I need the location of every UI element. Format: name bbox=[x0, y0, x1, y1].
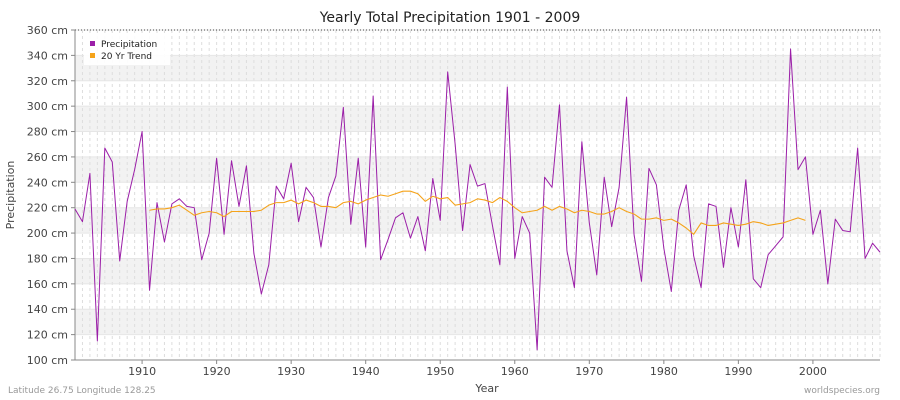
series-lines bbox=[74, 48, 881, 351]
y-axis-label: Precipitation bbox=[4, 161, 17, 230]
y-tick-label: 160 cm bbox=[27, 278, 68, 291]
y-tick-label: 240 cm bbox=[27, 176, 68, 189]
legend-box bbox=[84, 35, 170, 65]
y-tick-label: 120 cm bbox=[27, 329, 68, 342]
x-tick-label: 1970 bbox=[575, 365, 603, 378]
legend: Precipitation 20 Yr Trend bbox=[84, 35, 170, 65]
x-tick-label: 1960 bbox=[501, 365, 529, 378]
legend-swatch-trend bbox=[90, 53, 95, 58]
x-tick-label: 1940 bbox=[352, 365, 380, 378]
y-tick-label: 260 cm bbox=[27, 151, 68, 164]
x-tick-label: 1980 bbox=[650, 365, 678, 378]
y-tick-label: 200 cm bbox=[27, 227, 68, 240]
precipitation-series-line bbox=[74, 48, 881, 351]
x-tick-label: 1950 bbox=[426, 365, 454, 378]
y-tick-label: 220 cm bbox=[27, 202, 68, 215]
y-tick-label: 320 cm bbox=[27, 75, 68, 88]
chart-title: Yearly Total Precipitation 1901 - 2009 bbox=[319, 10, 581, 26]
footer-source: worldspecies.org bbox=[804, 386, 880, 396]
x-tick-label: 2000 bbox=[799, 365, 827, 378]
legend-label-precipitation: Precipitation bbox=[101, 40, 157, 50]
y-tick-label: 180 cm bbox=[27, 252, 68, 265]
legend-label-trend: 20 Yr Trend bbox=[101, 52, 152, 62]
x-tick-label: 1930 bbox=[277, 365, 305, 378]
y-tick-label: 340 cm bbox=[27, 49, 68, 62]
x-axis-label: Year bbox=[474, 382, 499, 395]
footer-coordinates: Latitude 26.75 Longitude 128.25 bbox=[8, 386, 156, 396]
trend-series-line bbox=[149, 190, 806, 235]
y-tick-label: 100 cm bbox=[27, 354, 68, 367]
x-tick-label: 1990 bbox=[724, 365, 752, 378]
legend-swatch-precipitation bbox=[90, 41, 95, 46]
y-axis-ticks: 100 cm 120 cm 140 cm 160 cm 180 cm 200 cm 220 … bbox=[27, 24, 75, 367]
x-tick-label: 1910 bbox=[128, 365, 156, 378]
y-tick-label: 140 cm bbox=[27, 303, 68, 316]
y-tick-label: 360 cm bbox=[27, 24, 68, 37]
y-tick-label: 280 cm bbox=[27, 126, 68, 139]
y-tick-label: 300 cm bbox=[27, 100, 68, 113]
grid-lines bbox=[75, 29, 881, 361]
x-axis-ticks: 1910 1920 1930 1940 1950 1960 1970 1980 1990 2000 bbox=[128, 360, 827, 378]
x-tick-label: 1920 bbox=[203, 365, 231, 378]
